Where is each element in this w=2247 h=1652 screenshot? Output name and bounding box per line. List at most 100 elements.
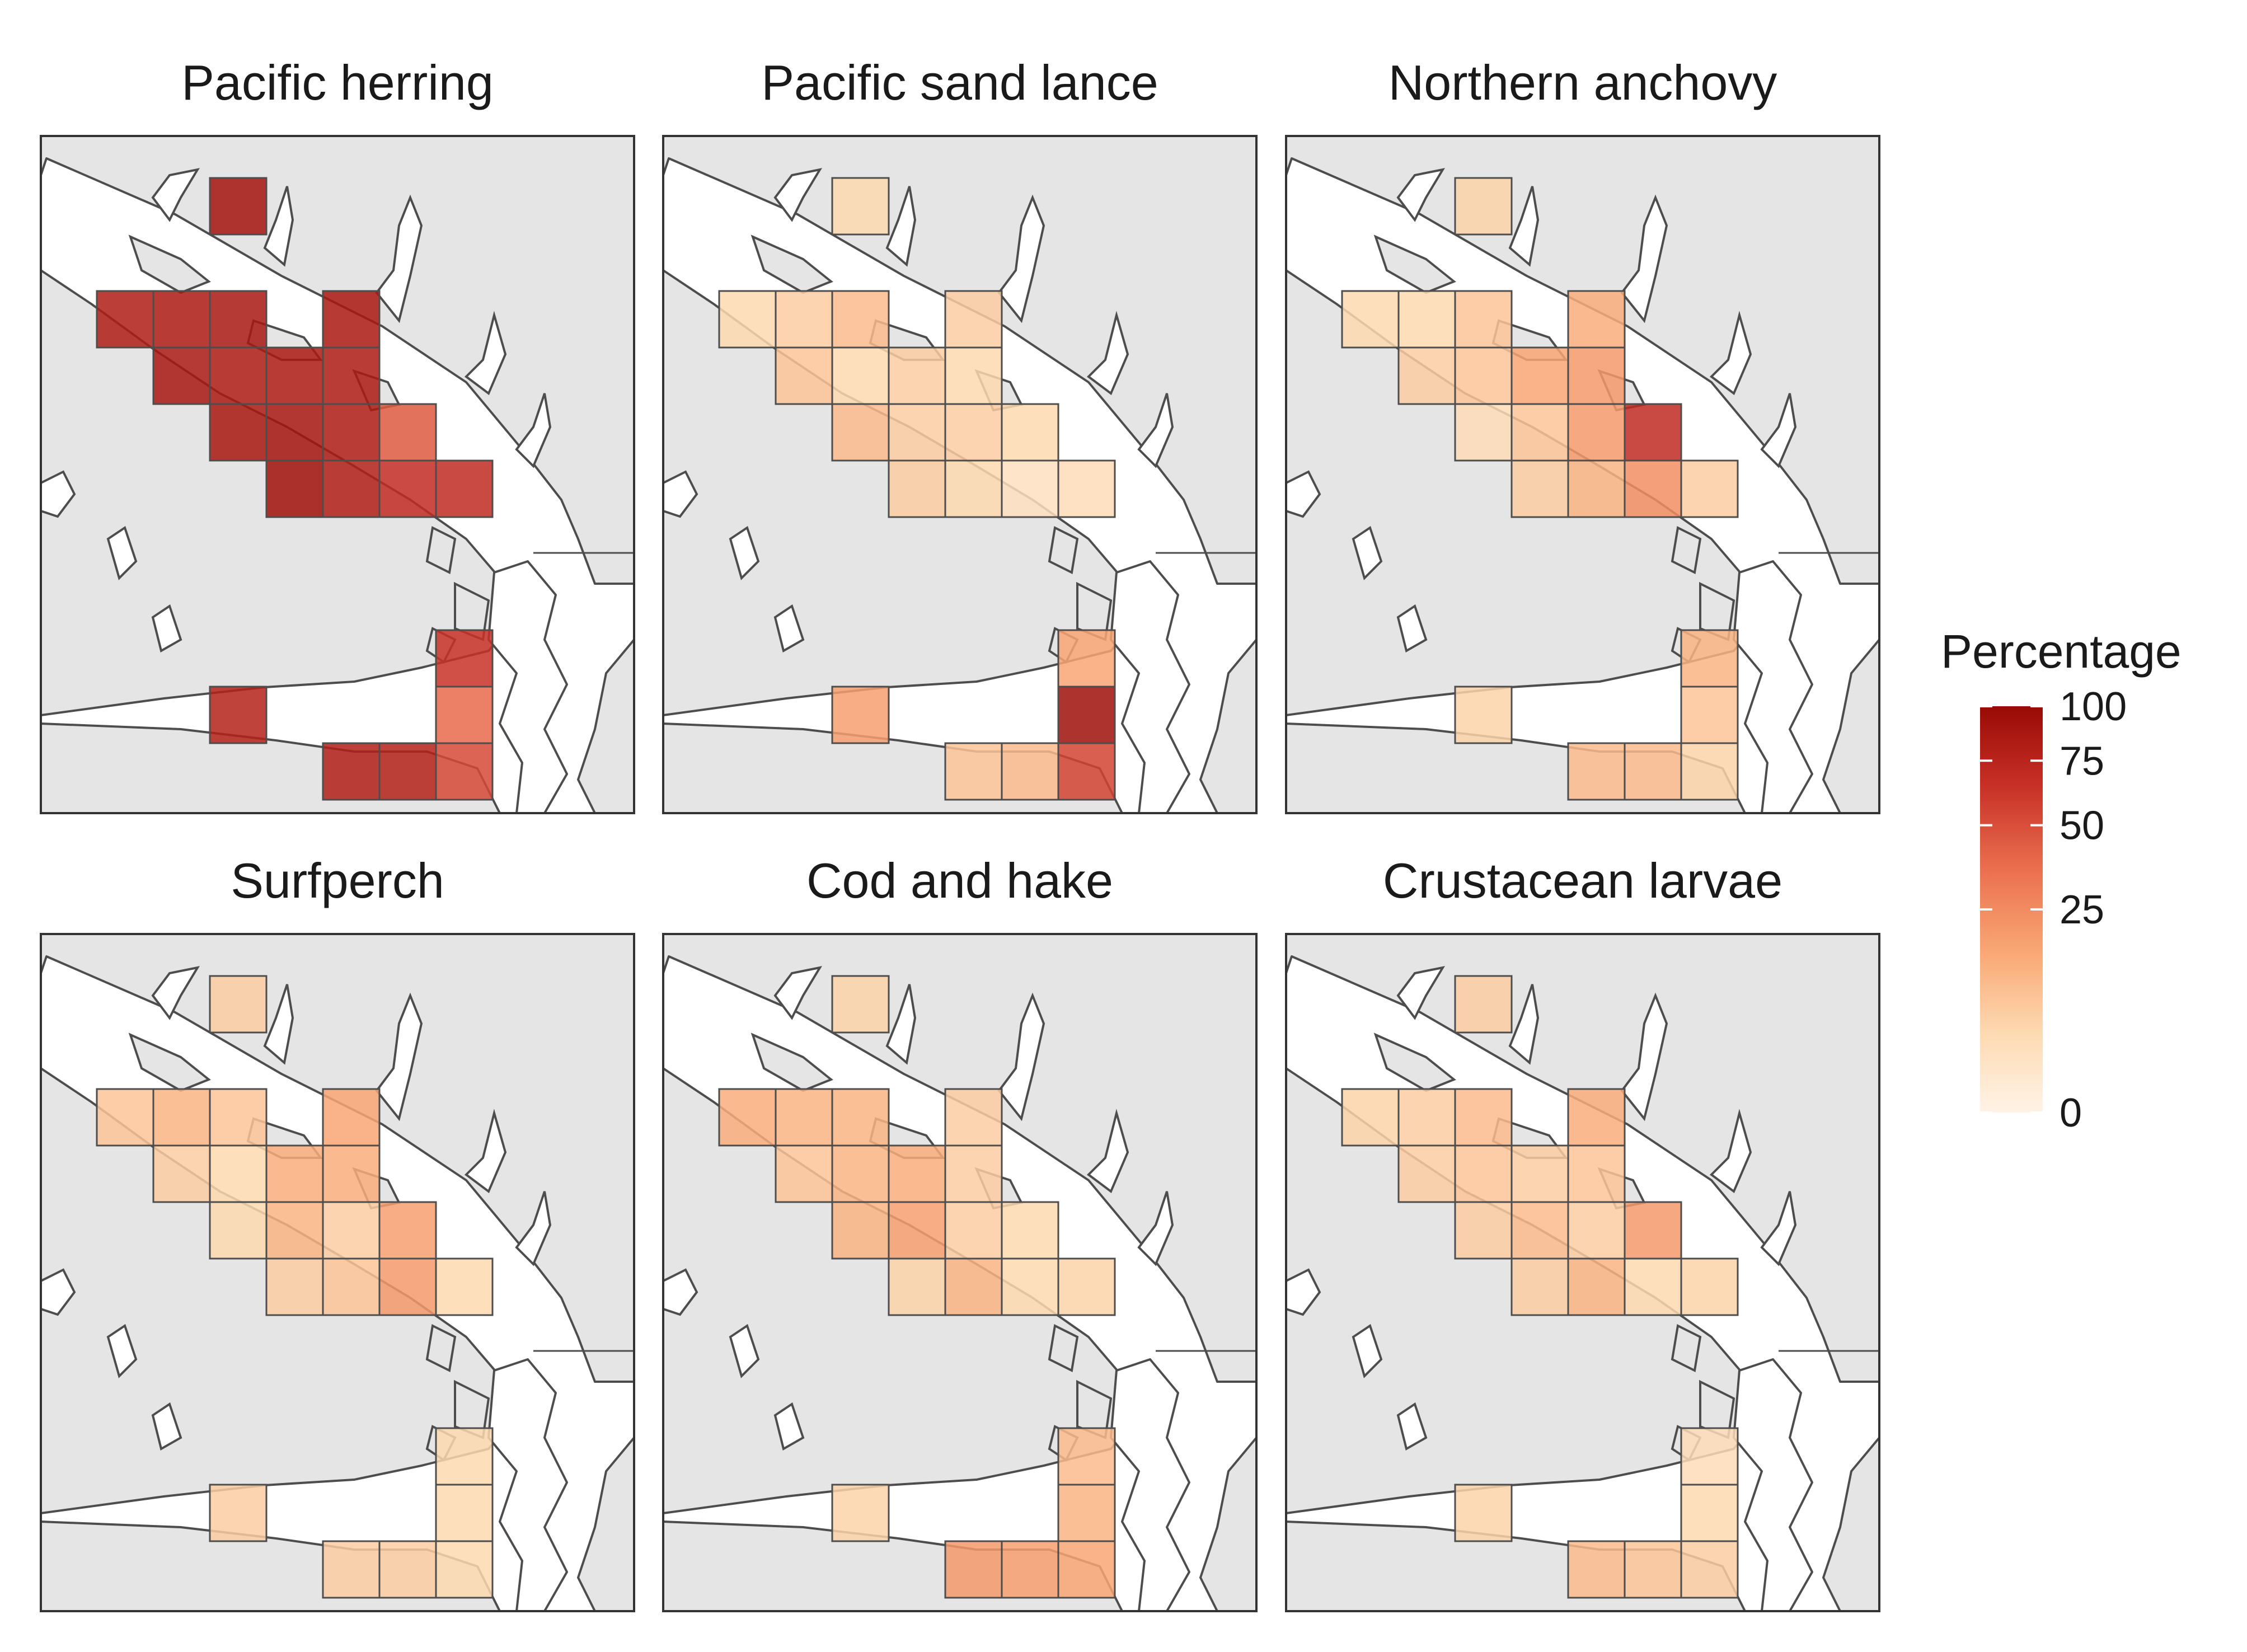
- grid-cell: [1624, 1201, 1682, 1260]
- grid-cell: [96, 290, 154, 349]
- grid-cell: [1680, 1540, 1739, 1599]
- legend-tick-label: 25: [2060, 888, 2104, 932]
- grid-cell: [435, 1540, 494, 1599]
- grid-cell: [831, 1201, 890, 1260]
- grid-cell: [1680, 742, 1739, 801]
- grid-cell: [322, 459, 381, 518]
- grid-cell: [1454, 403, 1513, 462]
- grid-cell: [1680, 459, 1739, 518]
- grid-cell: [1567, 403, 1626, 462]
- grid-cell: [1567, 290, 1626, 349]
- grid-cell: [1001, 742, 1059, 801]
- grid-cell: [944, 1540, 1003, 1599]
- grid-cell: [1454, 1201, 1513, 1260]
- grid-cell: [944, 1088, 1003, 1147]
- grid-cell: [435, 1427, 494, 1486]
- grid-cell: [1680, 1484, 1739, 1542]
- grid-cell: [152, 1144, 211, 1203]
- map-panel: [1285, 933, 1880, 1612]
- grid-cell: [378, 1540, 437, 1599]
- grid-cell: [1341, 1088, 1400, 1147]
- grid-cell: [265, 1144, 324, 1203]
- grid-cell: [1567, 1088, 1626, 1147]
- grid-cell: [944, 1257, 1003, 1316]
- grid-cell: [435, 459, 494, 518]
- legend-tick-label: 75: [2060, 739, 2104, 783]
- grid-cell: [209, 686, 268, 744]
- grid-cell: [831, 1144, 890, 1203]
- panel-title: Pacific herring: [181, 55, 494, 110]
- panel-border: [40, 933, 635, 1612]
- grid-cell: [1624, 742, 1682, 801]
- grid-cell: [322, 1540, 381, 1599]
- grid-cell: [944, 346, 1003, 405]
- grid-cell: [1397, 1088, 1456, 1147]
- grid-cell: [1057, 459, 1116, 518]
- grid-cell: [435, 1484, 494, 1542]
- grid-cell: [322, 1088, 381, 1147]
- grid-cell: [265, 459, 324, 518]
- map-panel: [40, 933, 635, 1612]
- grid-cell: [831, 403, 890, 462]
- grid-cell: [1567, 346, 1626, 405]
- grid-cell: [435, 629, 494, 688]
- grid-cell: [322, 346, 381, 405]
- grid-cell: [775, 346, 833, 405]
- grid-cell: [209, 975, 268, 1034]
- map-panel: [40, 135, 635, 814]
- grid-cell: [888, 1257, 946, 1316]
- grid-cell: [1454, 1484, 1513, 1542]
- grid-cell: [1624, 459, 1682, 518]
- grid-cell: [888, 346, 946, 405]
- grid-cell: [435, 686, 494, 744]
- grid-cell: [1397, 1144, 1456, 1203]
- grid-cell: [209, 1484, 268, 1542]
- grid-cell: [96, 1088, 154, 1147]
- grid-cell: [265, 403, 324, 462]
- panel-border: [1285, 933, 1880, 1612]
- grid-cell: [209, 290, 268, 349]
- grid-cell: [378, 1201, 437, 1260]
- grid-cell: [209, 1088, 268, 1147]
- grid-cell: [265, 1201, 324, 1260]
- grid-cell: [209, 346, 268, 405]
- grid-cell: [1057, 1540, 1116, 1599]
- grid-cell: [1454, 1088, 1513, 1147]
- grid-cell: [1397, 290, 1456, 349]
- grid-cell: [888, 459, 946, 518]
- grid-cell: [1680, 1257, 1739, 1316]
- grid-cell: [1057, 1257, 1116, 1316]
- grid-cell: [1454, 975, 1513, 1034]
- grid-cell: [322, 403, 381, 462]
- grid-cell: [1680, 1427, 1739, 1486]
- grid-cell: [831, 1484, 890, 1542]
- grid-cell: [1624, 1540, 1682, 1599]
- grid-cell: [435, 742, 494, 801]
- grid-cell: [322, 742, 381, 801]
- grid-cell: [888, 1144, 946, 1203]
- grid-cell: [1510, 1201, 1569, 1260]
- grid-cell: [152, 1088, 211, 1147]
- grid-cell: [1567, 742, 1626, 801]
- grid-cell: [831, 290, 890, 349]
- grid-cell: [944, 290, 1003, 349]
- grid-cell: [322, 1201, 381, 1260]
- map-panels: Pacific herring Pacific sand lance Norther…: [40, 55, 1880, 1612]
- grid-cell: [1567, 1144, 1626, 1203]
- grid-cell: [1567, 459, 1626, 518]
- legend-tick-label: 0: [2060, 1091, 2082, 1135]
- grid-cell: [1680, 629, 1739, 688]
- grid-cell: [1510, 403, 1569, 462]
- legend: Percentage 100 75 50 25 0: [1941, 625, 2182, 1135]
- legend-ticks: 100 75 50 25 0: [1980, 684, 2127, 1135]
- grid-cell: [775, 290, 833, 349]
- grid-cell: [944, 1201, 1003, 1260]
- legend-tick-label: 100: [2060, 684, 2127, 729]
- grid-cell: [1341, 290, 1400, 349]
- grid-cell: [1510, 1257, 1569, 1316]
- grid-cell: [718, 1088, 777, 1147]
- grid-cell: [378, 459, 437, 518]
- legend-title: Percentage: [1941, 625, 2182, 678]
- map-panel: [662, 135, 1258, 814]
